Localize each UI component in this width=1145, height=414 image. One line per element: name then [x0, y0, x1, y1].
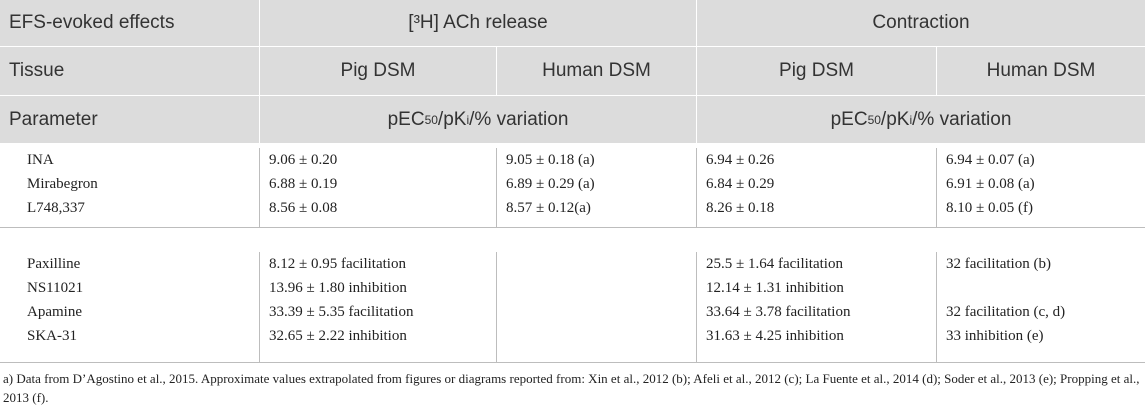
header-label-tissue: Tissue — [0, 47, 260, 96]
header-tissue-col: Pig DSM — [260, 47, 497, 96]
table-cell: 32 facilitation (b) — [946, 256, 1051, 272]
pig-release-column: 8.12 ± 0.95 facilitation 13.96 ± 1.80 in… — [260, 252, 497, 362]
compound-name: NS11021 — [27, 280, 84, 296]
header-row-tissue: Tissue Pig DSM Human DSM Pig DSM Human D… — [0, 47, 1145, 96]
header-param-release: pEC 50/pK i/% variation — [260, 96, 697, 144]
table-cell: 9.06 ± 0.20 — [269, 152, 338, 168]
header-contraction: Contraction — [697, 0, 1145, 47]
header-tissue-col: Pig DSM — [697, 47, 937, 96]
table-cell: 32.65 ± 2.22 inhibition — [269, 328, 407, 344]
header-ach-release: [³H] ACh release — [260, 0, 697, 47]
table-cell: 8.12 ± 0.95 facilitation — [269, 256, 406, 272]
table-cell: 6.84 ± 0.29 — [706, 176, 775, 192]
table-cell: 12.14 ± 1.31 inhibition — [706, 280, 844, 296]
table-cell: 8.57 ± 0.12(a) — [506, 200, 591, 216]
table-cell: 6.91 ± 0.08 (a) — [946, 176, 1035, 192]
table-cell — [937, 276, 1145, 300]
table-cell: 25.5 ± 1.64 facilitation — [706, 256, 843, 272]
compound-name: Apamine — [27, 304, 82, 320]
table-cell: 13.96 ± 1.80 inhibition — [269, 280, 407, 296]
table-group-agonists: INA Mirabegron L748,337 9.06 ± 0.20 6.88… — [0, 144, 1145, 228]
table-footnote: a) Data from D’Agostino et al., 2015. Ap… — [3, 371, 1140, 405]
table-cell — [497, 252, 696, 276]
compound-name: Mirabegron — [27, 176, 98, 192]
table-cell: 6.88 ± 0.19 — [269, 176, 338, 192]
table-cell: 8.26 ± 0.18 — [706, 200, 775, 216]
header-param-contraction: pEC 50/pK i/% variation — [697, 96, 1145, 144]
table-cell: 6.94 ± 0.07 (a) — [946, 152, 1035, 168]
table-cell: 6.94 ± 0.26 — [706, 152, 775, 168]
header-label-parameter: Parameter — [0, 96, 260, 144]
pig-contraction-column: 25.5 ± 1.64 facilitation 12.14 ± 1.31 in… — [697, 252, 937, 362]
pig-release-column: 9.06 ± 0.20 6.88 ± 0.19 8.56 ± 0.08 — [260, 148, 497, 227]
names-column: INA Mirabegron L748,337 — [0, 148, 260, 227]
compound-name: SKA-31 — [27, 328, 78, 344]
table-cell — [497, 276, 696, 300]
pig-contraction-column: 6.94 ± 0.26 6.84 ± 0.29 8.26 ± 0.18 — [697, 148, 937, 227]
table-cell — [497, 324, 696, 348]
header-tissue-col: Human DSM — [497, 47, 697, 96]
compound-name: Paxilline — [27, 256, 81, 272]
human-release-column: 9.05 ± 0.18 (a) 6.89 ± 0.29 (a) 8.57 ± 0… — [497, 148, 697, 227]
compound-name: INA — [27, 152, 54, 168]
human-contraction-column: 32 facilitation (b) 32 facilitation (c, … — [937, 252, 1145, 362]
header-row-parameter: Parameter pEC 50/pK i/% variation pEC 50/pK… — [0, 96, 1145, 144]
table-cell: 32 facilitation (c, d) — [946, 304, 1066, 320]
table-cell: 33 inhibition (e) — [946, 328, 1044, 344]
names-column: Paxilline NS11021 Apamine SKA-31 — [0, 252, 260, 362]
table-cell: 33.64 ± 3.78 facilitation — [706, 304, 851, 320]
table-cell: 9.05 ± 0.18 (a) — [506, 152, 595, 168]
header-tissue-col: Human DSM — [937, 47, 1145, 96]
table-cell — [497, 300, 696, 324]
table-group-modulators: Paxilline NS11021 Apamine SKA-31 8.12 ± … — [0, 228, 1145, 363]
human-release-column — [497, 252, 697, 362]
header-row-effects: EFS-evoked effects [³H] ACh release Cont… — [0, 0, 1145, 47]
table-cell: 6.89 ± 0.29 (a) — [506, 176, 595, 192]
human-contraction-column: 6.94 ± 0.07 (a) 6.91 ± 0.08 (a) 8.10 ± 0… — [937, 148, 1145, 227]
table-cell: 8.10 ± 0.05 (f) — [946, 200, 1033, 216]
table-cell: 31.63 ± 4.25 inhibition — [706, 328, 844, 344]
table-cell: 8.56 ± 0.08 — [269, 200, 338, 216]
table-cell: 33.39 ± 5.35 facilitation — [269, 304, 414, 320]
compound-name: L748,337 — [27, 200, 85, 216]
header-label-effects: EFS-evoked effects — [0, 0, 260, 47]
